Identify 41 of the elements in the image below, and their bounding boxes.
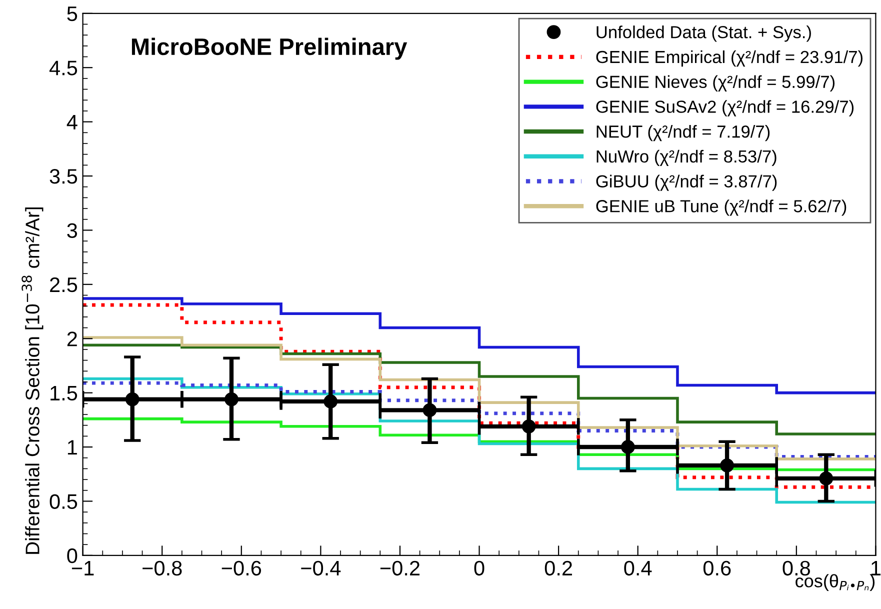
x-tick-label: 0	[474, 560, 484, 576]
x-tick-label: −0.2	[380, 560, 420, 576]
y-tick-label: 2.5	[50, 277, 78, 292]
legend-label: GENIE SuSAv2 (χ²/ndf = 16.29/7)	[596, 100, 854, 116]
y-tick-label: 0.5	[50, 494, 78, 509]
x-axis-title: cos(θ$_{Pᵢ•Pₙ}$)	[796, 574, 875, 591]
y-tick-label: 1.5	[50, 386, 78, 401]
legend-label: GENIE uB Tune (χ²/ndf = 5.62/7)	[596, 200, 846, 216]
legend-label: GENIE Nieves (χ²/ndf = 5.99/7)	[596, 75, 835, 92]
legend-label: GiBUU (χ²/ndf = 3.87/7)	[596, 174, 777, 191]
y-tick-label: 3	[67, 223, 78, 238]
y-tick-label: 2	[67, 332, 77, 346]
legend-label: NEUT (χ²/ndf = 7.19/7)	[596, 125, 770, 142]
point	[819, 472, 834, 486]
y-axis-title: Differential Cross Section [10$^{−38}$ cm²/Ar]	[22, 207, 44, 554]
point	[620, 440, 635, 454]
legend-label: NuWro (χ²/ndf = 8.53/7)	[596, 150, 776, 166]
point	[324, 394, 338, 408]
point	[720, 458, 734, 472]
y-tick-label: 0	[67, 548, 78, 564]
y-tick-label: 4.5	[49, 60, 78, 76]
point	[224, 392, 238, 406]
x-tick-label: 1	[872, 561, 880, 576]
x-tick-label: 0.6	[703, 560, 731, 576]
x-tick-label: −0.4	[301, 560, 341, 576]
x-tick-label: 0.8	[782, 560, 810, 576]
y-tick-label: 3.5	[50, 169, 78, 184]
point	[125, 392, 140, 406]
x-tick-label: 0.4	[624, 560, 652, 576]
y-tick-label: 5	[67, 6, 78, 22]
legend-label: GENIE Empirical (χ²/ndf = 23.91/7)	[596, 50, 862, 67]
x-tick-label: −0.8	[142, 560, 182, 576]
text: MicroBooNE Preliminary	[132, 38, 408, 60]
y-tick-label: 1	[68, 440, 77, 455]
y-tick-label: 4	[66, 115, 78, 130]
x-tick-label: 0.2	[544, 560, 572, 576]
legend-label: Unfolded Data (Stat. + Sys.)	[596, 26, 811, 42]
x-tick-label: −0.6	[222, 560, 262, 576]
x-tick-label: −1	[72, 561, 94, 576]
point	[422, 403, 437, 418]
point	[522, 419, 536, 434]
